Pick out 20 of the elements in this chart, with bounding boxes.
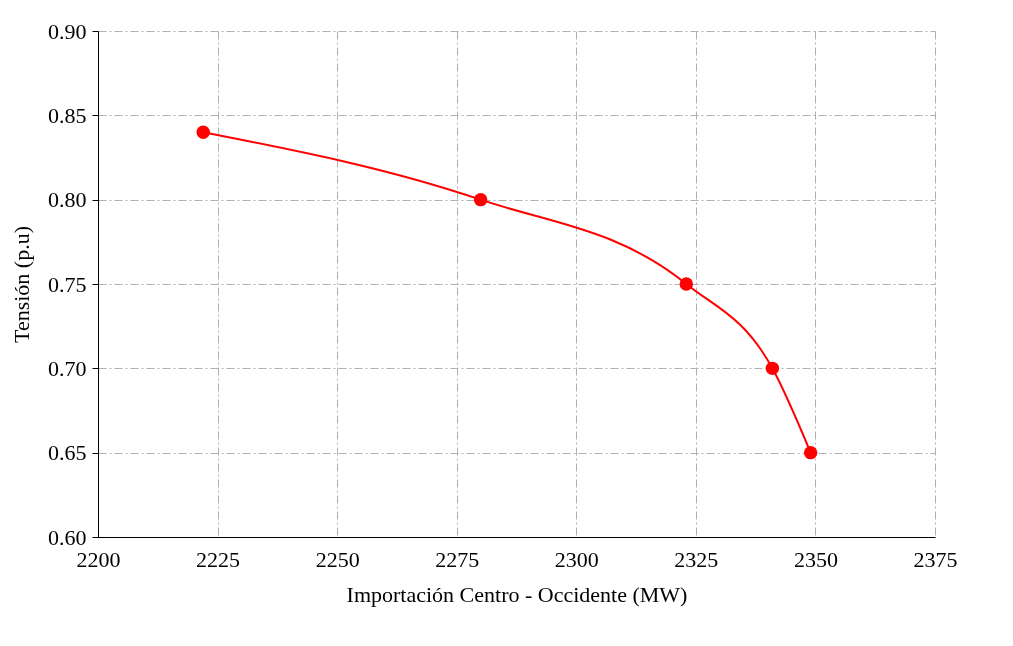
x-tick-label: 2225 [196,546,241,572]
y-tick-label: 0.70 [48,355,87,381]
y-tick-label: 0.65 [48,440,87,466]
y-tick-label: 0.90 [48,18,87,44]
y-tick-label: 0.85 [48,102,87,128]
point [803,445,818,460]
x-tick-label: 2375 [913,546,958,572]
y-axis-title: Tensión (p.u) [9,226,34,343]
x-tick-label: 2250 [315,546,360,572]
point [196,125,210,139]
x-tick-label: 2350 [793,546,838,572]
y-tick-label: 0.75 [48,271,87,297]
point [765,361,780,376]
x-tick-label: 2325 [674,546,719,572]
point [679,277,693,291]
x-tick-label: 2300 [554,546,599,572]
x-tick-label: 2275 [435,546,480,572]
x-axis-title: Importación Centro - Occidente (MW) [346,581,688,607]
point [473,192,488,207]
y-tick-label: 0.80 [48,187,87,213]
